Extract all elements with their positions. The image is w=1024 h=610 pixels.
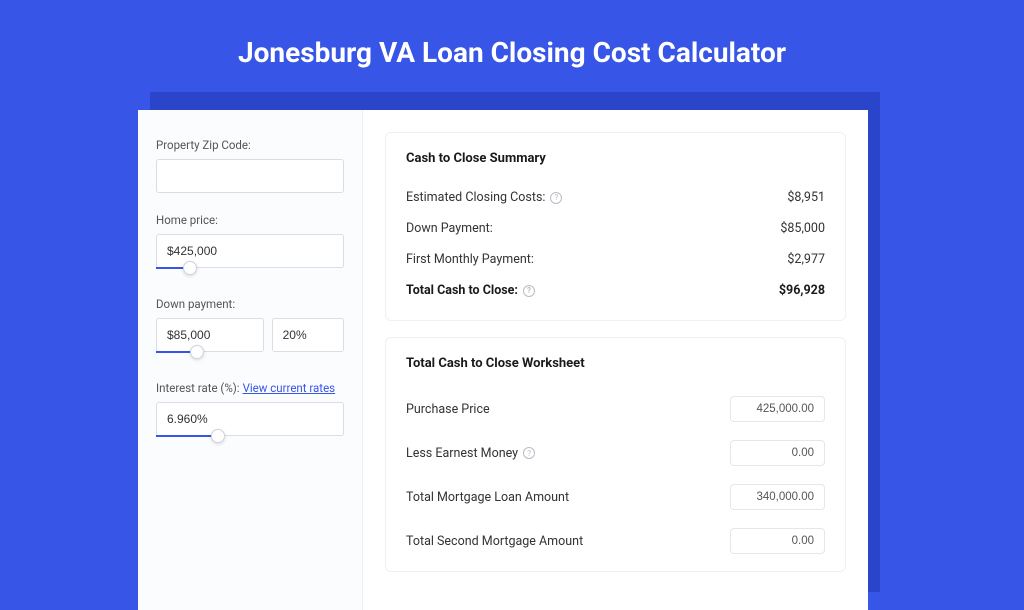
slider-thumb[interactable] xyxy=(211,429,225,443)
help-icon[interactable]: ? xyxy=(523,285,535,297)
interest-rate-input[interactable] xyxy=(156,402,344,436)
worksheet-row-label-wrap: Total Mortgage Loan Amount xyxy=(406,490,569,505)
worksheet-value-input[interactable] xyxy=(730,484,825,510)
worksheet-value-input[interactable] xyxy=(730,396,825,422)
zip-label: Property Zip Code: xyxy=(156,138,344,152)
worksheet-row: Total Second Mortgage Amount xyxy=(406,519,825,563)
worksheet-box: Total Cash to Close Worksheet Purchase P… xyxy=(385,337,846,572)
field-interest-rate: Interest rate (%): View current rates xyxy=(156,381,344,445)
down-payment-input[interactable] xyxy=(156,318,264,352)
worksheet-row-label: Total Second Mortgage Amount xyxy=(406,534,583,549)
home-price-slider[interactable] xyxy=(156,267,344,277)
worksheet-value-input[interactable] xyxy=(730,528,825,554)
summary-title: Cash to Close Summary xyxy=(406,151,825,166)
worksheet-row-label-wrap: Total Second Mortgage Amount xyxy=(406,534,583,549)
worksheet-row: Purchase Price xyxy=(406,387,825,431)
help-icon[interactable]: ? xyxy=(523,447,535,459)
summary-row: Down Payment: $85,000 xyxy=(406,213,825,244)
worksheet-row-label-wrap: Less Earnest Money? xyxy=(406,446,535,461)
down-payment-pct-input[interactable] xyxy=(272,318,344,352)
down-payment-slider[interactable] xyxy=(156,351,344,361)
summary-row-label-wrap: First Monthly Payment: xyxy=(406,252,534,267)
worksheet-title: Total Cash to Close Worksheet xyxy=(406,356,825,371)
down-payment-label: Down payment: xyxy=(156,297,344,311)
slider-fill xyxy=(156,435,218,437)
results-panel: Cash to Close Summary Estimated Closing … xyxy=(363,110,868,610)
summary-row-label-wrap: Estimated Closing Costs:? xyxy=(406,190,562,205)
page-title: Jonesburg VA Loan Closing Cost Calculato… xyxy=(0,0,1024,93)
worksheet-row-label: Less Earnest Money xyxy=(406,446,518,461)
field-home-price: Home price: xyxy=(156,213,344,277)
home-price-label: Home price: xyxy=(156,213,344,227)
field-zip: Property Zip Code: xyxy=(156,138,344,193)
zip-input[interactable] xyxy=(156,159,344,193)
summary-row-label: Down Payment: xyxy=(406,221,493,236)
worksheet-row: Total Mortgage Loan Amount xyxy=(406,475,825,519)
summary-row-value: $85,000 xyxy=(780,221,825,236)
summary-row-value: $8,951 xyxy=(787,190,825,205)
summary-row-value: $2,977 xyxy=(787,252,825,267)
field-down-payment: Down payment: xyxy=(156,297,344,361)
summary-row-label: Estimated Closing Costs: xyxy=(406,190,545,205)
summary-row-label-wrap: Down Payment: xyxy=(406,221,493,236)
view-rates-link[interactable]: View current rates xyxy=(243,381,336,395)
inputs-panel: Property Zip Code: Home price: Down paym… xyxy=(138,110,363,610)
interest-rate-slider[interactable] xyxy=(156,435,344,445)
summary-row: First Monthly Payment: $2,977 xyxy=(406,244,825,275)
summary-row: Estimated Closing Costs:? $8,951 xyxy=(406,182,825,213)
summary-row-value: $96,928 xyxy=(779,283,825,298)
interest-rate-label: Interest rate (%): xyxy=(156,381,240,395)
summary-row-label: Total Cash to Close: xyxy=(406,283,518,298)
calculator-card: Property Zip Code: Home price: Down paym… xyxy=(138,110,868,610)
worksheet-row-label: Total Mortgage Loan Amount xyxy=(406,490,569,505)
worksheet-row: Less Earnest Money? xyxy=(406,431,825,475)
worksheet-row-label: Purchase Price xyxy=(406,402,490,417)
worksheet-value-input[interactable] xyxy=(730,440,825,466)
summary-row: Total Cash to Close:? $96,928 xyxy=(406,275,825,306)
slider-thumb[interactable] xyxy=(190,345,204,359)
summary-box: Cash to Close Summary Estimated Closing … xyxy=(385,132,846,321)
worksheet-row-label-wrap: Purchase Price xyxy=(406,402,490,417)
help-icon[interactable]: ? xyxy=(550,192,562,204)
slider-thumb[interactable] xyxy=(183,261,197,275)
summary-row-label-wrap: Total Cash to Close:? xyxy=(406,283,535,298)
summary-row-label: First Monthly Payment: xyxy=(406,252,534,267)
